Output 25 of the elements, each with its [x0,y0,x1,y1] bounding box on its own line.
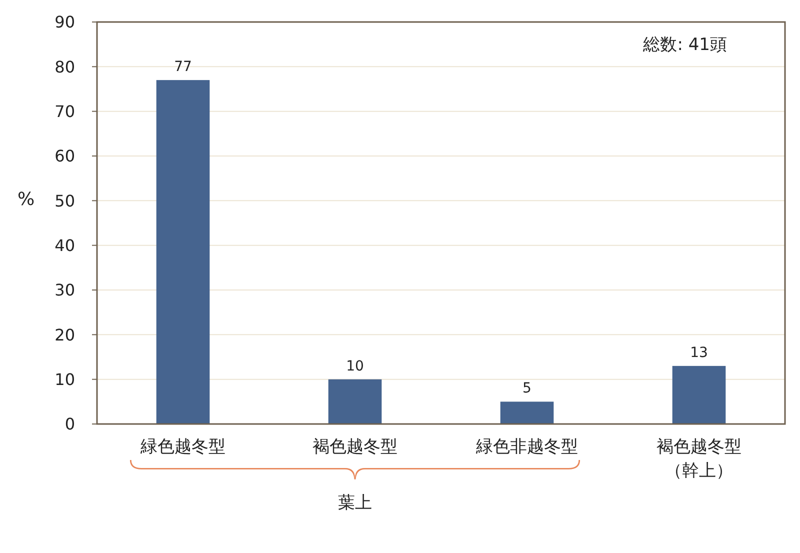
data-label: 77 [174,59,192,76]
data-label: 5 [522,380,532,397]
bar [328,379,382,424]
y-tick-label: 10 [54,370,75,389]
y-tick-label: 90 [54,12,75,32]
y-tick-label: 50 [54,191,75,210]
bar [672,366,726,424]
x-tick-label: 緑色非越冬型 [475,437,578,457]
y-tick-label: 80 [54,57,75,76]
x-tick-label: 褐色越冬型 [312,437,398,457]
y-tick-label: 30 [54,280,75,300]
bar [156,80,210,424]
text: 葉上 [338,493,372,513]
data-label: 13 [690,344,708,361]
y-tick-label: 20 [54,325,75,344]
y-tick-label: 60 [54,146,75,166]
y-axis-title: % [17,189,35,210]
x-tick-label: 褐色越冬型（幹上） [656,437,742,481]
y-tick-label: 70 [54,102,75,121]
y-tick-label: 0 [64,414,75,434]
y-tick-label: 40 [54,236,75,255]
data-label: 10 [346,358,364,374]
bar [500,402,554,424]
annotation: 総数: 41頭 [642,35,727,55]
x-tick-label: 緑色越冬型 [140,437,226,457]
